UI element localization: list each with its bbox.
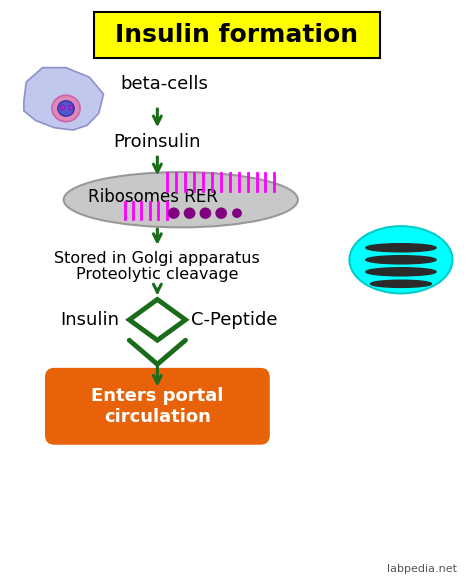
Ellipse shape: [366, 255, 436, 264]
Text: beta-cells: beta-cells: [120, 76, 208, 94]
Ellipse shape: [216, 208, 227, 218]
Ellipse shape: [60, 105, 65, 110]
Text: Ribosomes RER: Ribosomes RER: [88, 189, 218, 207]
Text: Insulin: Insulin: [60, 311, 119, 329]
Text: Proteolytic cleavage: Proteolytic cleavage: [76, 267, 238, 282]
Ellipse shape: [184, 208, 195, 218]
Ellipse shape: [52, 95, 80, 122]
Ellipse shape: [200, 208, 210, 218]
Ellipse shape: [64, 172, 298, 228]
Ellipse shape: [349, 226, 453, 293]
Polygon shape: [24, 68, 103, 130]
Text: C-Peptide: C-Peptide: [191, 311, 278, 329]
Ellipse shape: [366, 244, 436, 252]
Text: Enters portal
circulation: Enters portal circulation: [91, 387, 224, 425]
Text: Insulin formation: Insulin formation: [116, 23, 358, 47]
FancyBboxPatch shape: [45, 368, 270, 445]
Text: labpedia.net: labpedia.net: [387, 565, 457, 574]
Ellipse shape: [169, 208, 179, 218]
Text: Proinsulin: Proinsulin: [114, 133, 201, 151]
Ellipse shape: [366, 268, 436, 276]
Ellipse shape: [58, 101, 74, 116]
Text: Stored in Golgi apparatus: Stored in Golgi apparatus: [55, 251, 260, 266]
FancyBboxPatch shape: [94, 12, 380, 58]
Ellipse shape: [371, 280, 431, 288]
Ellipse shape: [68, 105, 73, 110]
Ellipse shape: [233, 209, 241, 217]
